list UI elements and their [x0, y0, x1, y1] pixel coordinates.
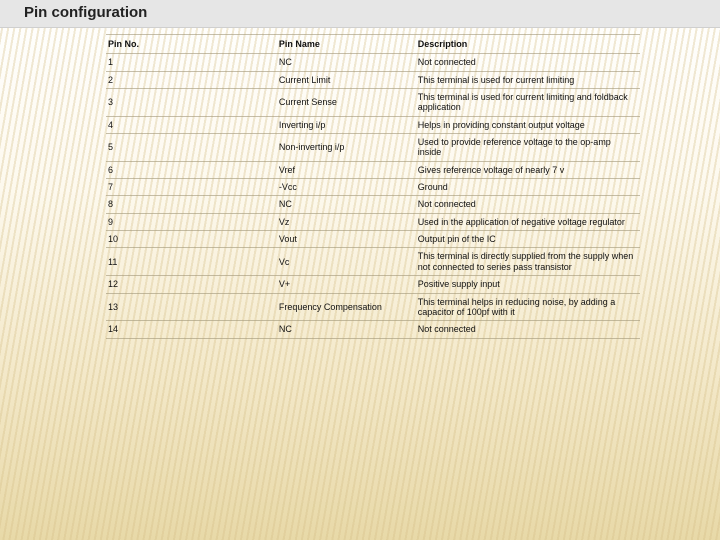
- cell-pin-name: Current Sense: [277, 89, 416, 117]
- cell-pin-name: Vc: [277, 248, 416, 276]
- cell-description: This terminal is directly supplied from …: [416, 248, 640, 276]
- cell-pin-no: 4: [106, 116, 277, 133]
- table-header-row: Pin No. Pin Name Description: [106, 35, 640, 54]
- cell-description: Positive supply input: [416, 276, 640, 293]
- col-header-pin-name: Pin Name: [277, 35, 416, 54]
- cell-pin-no: 7: [106, 179, 277, 196]
- cell-pin-no: 3: [106, 89, 277, 117]
- cell-pin-no: 12: [106, 276, 277, 293]
- table-row: 11VcThis terminal is directly supplied f…: [106, 248, 640, 276]
- cell-pin-name: Current Limit: [277, 71, 416, 88]
- cell-description: Used in the application of negative volt…: [416, 213, 640, 230]
- cell-description: This terminal is used for current limiti…: [416, 89, 640, 117]
- cell-pin-name: NC: [277, 321, 416, 338]
- table-row: 9VzUsed in the application of negative v…: [106, 213, 640, 230]
- cell-description: Gives reference voltage of nearly 7 v: [416, 161, 640, 178]
- content-area: Pin No. Pin Name Description 1NCNot conn…: [0, 28, 720, 339]
- cell-description: Helps in providing constant output volta…: [416, 116, 640, 133]
- cell-description: Ground: [416, 179, 640, 196]
- table-row: 10VoutOutput pin of the IC: [106, 231, 640, 248]
- table-row: 7-VccGround: [106, 179, 640, 196]
- cell-description: Not connected: [416, 196, 640, 213]
- cell-pin-no: 5: [106, 134, 277, 162]
- page-title: Pin configuration: [24, 4, 147, 21]
- table-row: 14NCNot connected: [106, 321, 640, 338]
- cell-pin-name: Vref: [277, 161, 416, 178]
- col-header-description: Description: [416, 35, 640, 54]
- cell-pin-no: 11: [106, 248, 277, 276]
- cell-pin-no: 14: [106, 321, 277, 338]
- cell-pin-name: NC: [277, 54, 416, 71]
- cell-pin-no: 6: [106, 161, 277, 178]
- cell-pin-name: V+: [277, 276, 416, 293]
- cell-pin-name: Inverting i/p: [277, 116, 416, 133]
- table-row: 8NCNot connected: [106, 196, 640, 213]
- cell-pin-no: 13: [106, 293, 277, 321]
- table-row: 1NCNot connected: [106, 54, 640, 71]
- table-row: 5Non-inverting i/pUsed to provide refere…: [106, 134, 640, 162]
- title-bar: Pin configuration: [0, 0, 720, 28]
- cell-pin-name: Vout: [277, 231, 416, 248]
- cell-pin-name: NC: [277, 196, 416, 213]
- table-row: 3Current SenseThis terminal is used for …: [106, 89, 640, 117]
- cell-pin-no: 1: [106, 54, 277, 71]
- cell-description: Output pin of the IC: [416, 231, 640, 248]
- table-row: 2Current LimitThis terminal is used for …: [106, 71, 640, 88]
- cell-pin-no: 8: [106, 196, 277, 213]
- cell-pin-no: 9: [106, 213, 277, 230]
- cell-pin-name: Frequency Compensation: [277, 293, 416, 321]
- cell-pin-no: 2: [106, 71, 277, 88]
- pin-table: Pin No. Pin Name Description 1NCNot conn…: [106, 34, 640, 339]
- cell-description: This terminal helps in reducing noise, b…: [416, 293, 640, 321]
- table-row: 4Inverting i/pHelps in providing constan…: [106, 116, 640, 133]
- cell-description: Not connected: [416, 54, 640, 71]
- cell-pin-name: -Vcc: [277, 179, 416, 196]
- cell-description: This terminal is used for current limiti…: [416, 71, 640, 88]
- cell-pin-name: Vz: [277, 213, 416, 230]
- table-row: 13Frequency CompensationThis terminal he…: [106, 293, 640, 321]
- cell-pin-name: Non-inverting i/p: [277, 134, 416, 162]
- cell-pin-no: 10: [106, 231, 277, 248]
- table-row: 12V+Positive supply input: [106, 276, 640, 293]
- cell-description: Not connected: [416, 321, 640, 338]
- cell-description: Used to provide reference voltage to the…: [416, 134, 640, 162]
- col-header-pin-no: Pin No.: [106, 35, 277, 54]
- table-row: 6VrefGives reference voltage of nearly 7…: [106, 161, 640, 178]
